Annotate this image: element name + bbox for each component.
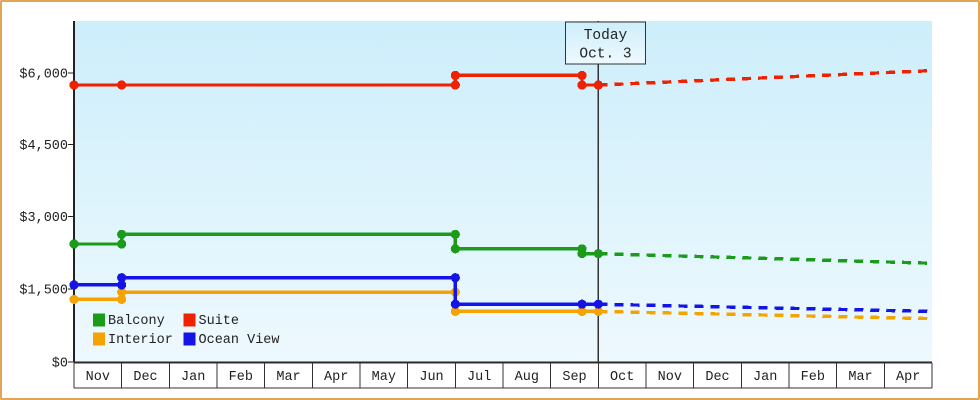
svg-text:Oct: Oct (610, 370, 634, 385)
svg-text:Mar: Mar (848, 370, 872, 385)
svg-text:Interior: Interior (108, 333, 173, 348)
svg-text:Dec: Dec (705, 370, 729, 385)
svg-text:$1,500: $1,500 (19, 284, 68, 299)
svg-text:Ocean View: Ocean View (199, 333, 280, 348)
svg-text:Feb: Feb (801, 370, 825, 385)
svg-text:$6,000: $6,000 (19, 68, 68, 83)
svg-text:$3,000: $3,000 (19, 211, 68, 226)
svg-text:Apr: Apr (896, 370, 920, 385)
svg-text:Jan: Jan (181, 370, 205, 385)
svg-text:Apr: Apr (324, 370, 348, 385)
svg-text:May: May (372, 370, 396, 385)
svg-text:Nov: Nov (86, 370, 110, 385)
svg-text:Jan: Jan (753, 370, 777, 385)
svg-text:Nov: Nov (658, 370, 682, 385)
svg-text:Dec: Dec (133, 370, 157, 385)
svg-text:Today: Today (584, 28, 628, 44)
svg-text:$0: $0 (52, 357, 68, 372)
svg-text:Jul: Jul (467, 370, 491, 385)
svg-text:Jun: Jun (419, 370, 443, 385)
svg-text:Feb: Feb (229, 370, 253, 385)
svg-text:$4,500: $4,500 (19, 139, 68, 154)
svg-text:Oct. 3: Oct. 3 (579, 47, 631, 63)
svg-text:Balcony: Balcony (108, 314, 165, 329)
svg-text:Mar: Mar (276, 370, 300, 385)
svg-text:Sep: Sep (562, 370, 586, 385)
svg-text:Aug: Aug (515, 370, 539, 385)
svg-text:Suite: Suite (199, 314, 240, 329)
